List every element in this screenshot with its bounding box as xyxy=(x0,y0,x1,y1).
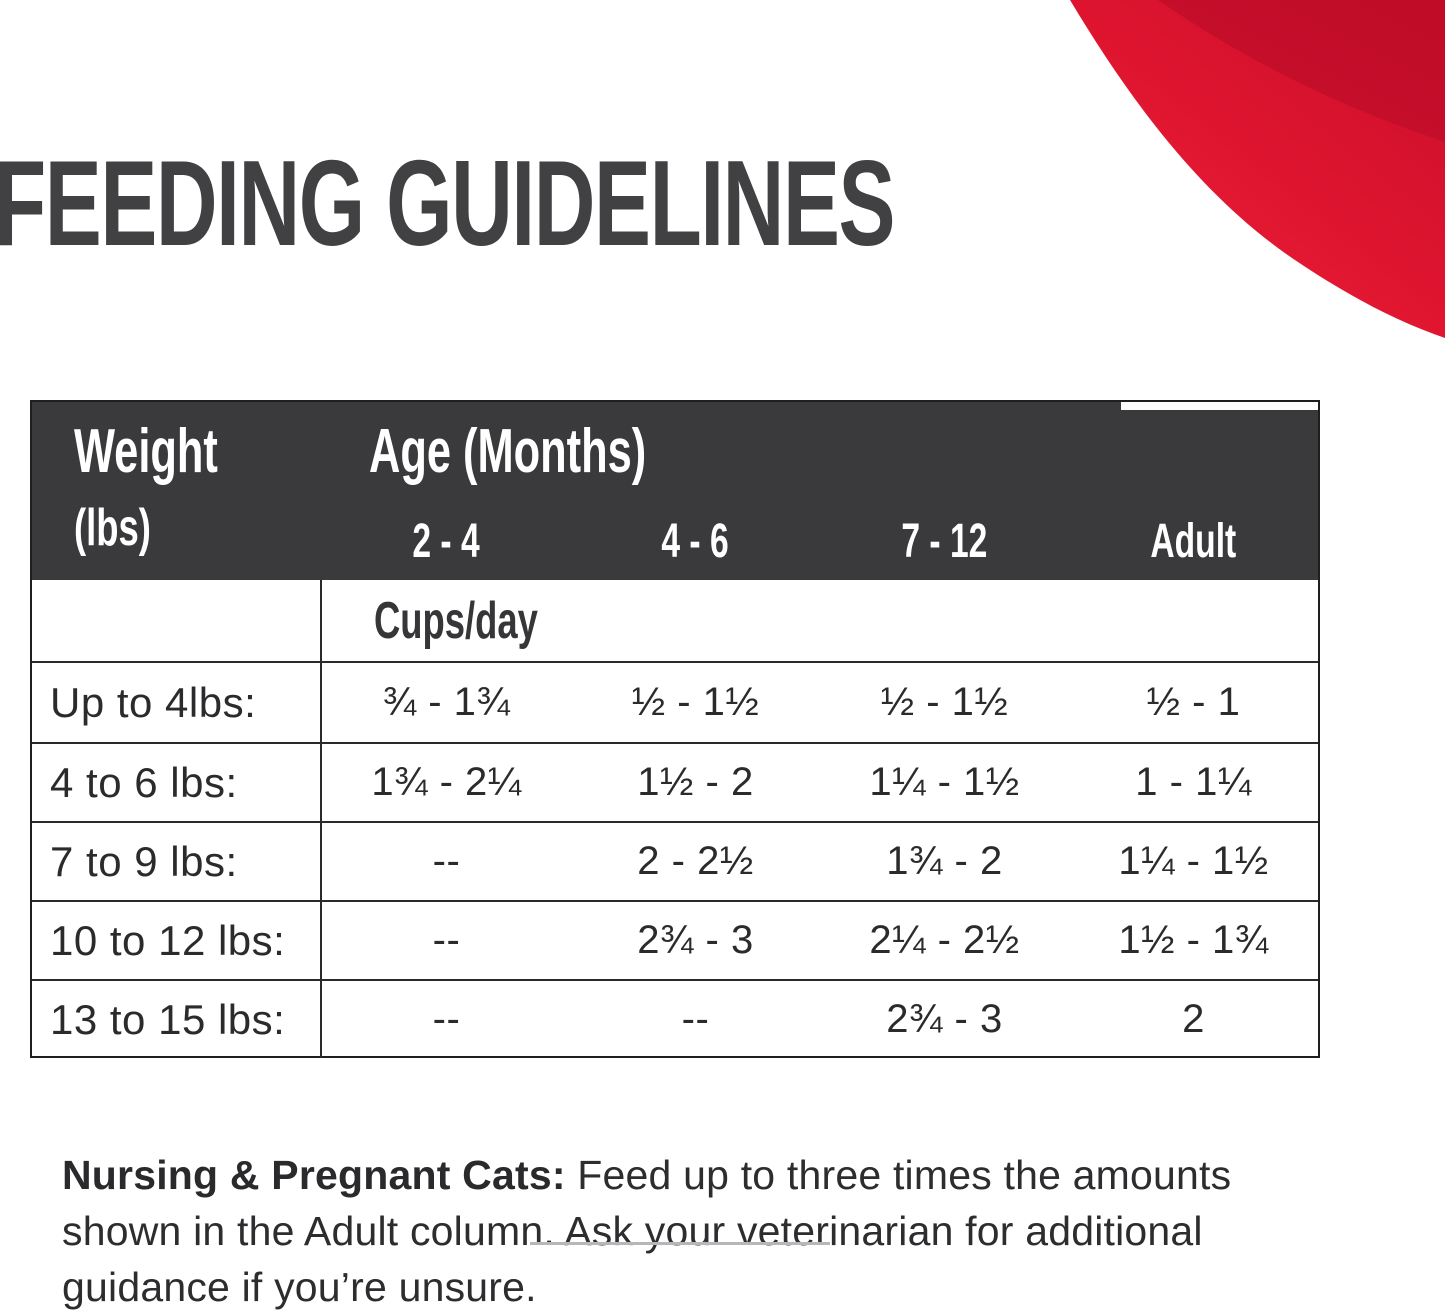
cell-value: 1½ - 2 xyxy=(637,760,754,804)
cell-value: 1¾ - 2 xyxy=(886,839,1003,883)
row-weight-label: 4 to 6 lbs: xyxy=(32,744,322,821)
row-weight-label: 13 to 15 lbs: xyxy=(32,981,322,1058)
nursing-pregnant-note: Nursing & Pregnant Cats: Feed up to thre… xyxy=(62,1147,1362,1315)
table-header: Weight (lbs) Age (Months) 2 - 4 4 - 6 7 … xyxy=(32,402,1318,580)
units-row-empty-cell xyxy=(32,580,322,661)
swoosh-dark-layer xyxy=(1158,0,1445,142)
cell-value: ¾ - 1¾ xyxy=(382,680,511,724)
cell-value: 2 xyxy=(1182,997,1205,1041)
cell-value: 1¼ - 1½ xyxy=(1118,839,1269,883)
units-row: Cups/day xyxy=(32,580,1318,663)
age-column-header: Age (Months) xyxy=(369,417,647,486)
cell-value: ½ - 1½ xyxy=(631,680,760,724)
cell-value: -- xyxy=(432,839,461,883)
feeding-guidelines-table: Weight (lbs) Age (Months) 2 - 4 4 - 6 7 … xyxy=(30,400,1320,1058)
age-subheader-row: 2 - 4 4 - 6 7 - 12 Adult xyxy=(322,512,1318,572)
cell-value: -- xyxy=(681,997,710,1041)
cell-value: ½ - 1½ xyxy=(880,680,1009,724)
cell-value: 1½ - 1¾ xyxy=(1118,918,1269,962)
row-weight-label: Up to 4lbs: xyxy=(32,663,322,742)
weight-column-header: Weight xyxy=(74,417,218,486)
cell-value: 1¾ - 2¼ xyxy=(371,760,522,804)
cell-value: 2¼ - 2½ xyxy=(869,918,1020,962)
table-row: 7 to 9 lbs: -- 2 - 2½ 1¾ - 2 1¼ - 1½ xyxy=(32,821,1318,900)
cell-value: 2¾ - 3 xyxy=(637,918,754,962)
page-title-text: FEEDING GUIDELINES xyxy=(0,135,895,271)
table-row: 4 to 6 lbs: 1¾ - 2¼ 1½ - 2 1¼ - 1½ 1 - 1… xyxy=(32,742,1318,821)
cell-value: 2¾ - 3 xyxy=(886,997,1003,1041)
cropped-element-edge xyxy=(530,1242,830,1245)
age-col-2-4: 2 - 4 xyxy=(412,515,481,568)
weight-unit-header: (lbs) xyxy=(74,499,151,557)
cell-value: 1 - 1¼ xyxy=(1135,760,1252,804)
note-lead-in: Nursing & Pregnant Cats: xyxy=(62,1152,566,1198)
row-weight-label: 7 to 9 lbs: xyxy=(32,823,322,900)
cell-value: 2 - 2½ xyxy=(637,839,754,883)
cell-value: ½ - 1 xyxy=(1146,680,1241,724)
table-row: 10 to 12 lbs: -- 2¾ - 3 2¼ - 2½ 1½ - 1¾ xyxy=(32,900,1318,979)
header-corner-notch xyxy=(1121,402,1318,410)
cell-value: -- xyxy=(432,918,461,962)
age-col-4-6: 4 - 6 xyxy=(661,515,730,568)
page-title: FEEDING GUIDELINES xyxy=(0,142,1280,264)
row-weight-label: 10 to 12 lbs: xyxy=(32,902,322,979)
age-col-adult: Adult xyxy=(1150,515,1237,568)
units-label: Cups/day xyxy=(374,591,538,650)
table-row: 13 to 15 lbs: -- -- 2¾ - 3 2 xyxy=(32,979,1318,1058)
cell-value: -- xyxy=(432,997,461,1041)
table-row: Up to 4lbs: ¾ - 1¾ ½ - 1½ ½ - 1½ ½ - 1 xyxy=(32,663,1318,742)
cell-value: 1¼ - 1½ xyxy=(869,760,1020,804)
age-col-7-12: 7 - 12 xyxy=(901,515,988,568)
